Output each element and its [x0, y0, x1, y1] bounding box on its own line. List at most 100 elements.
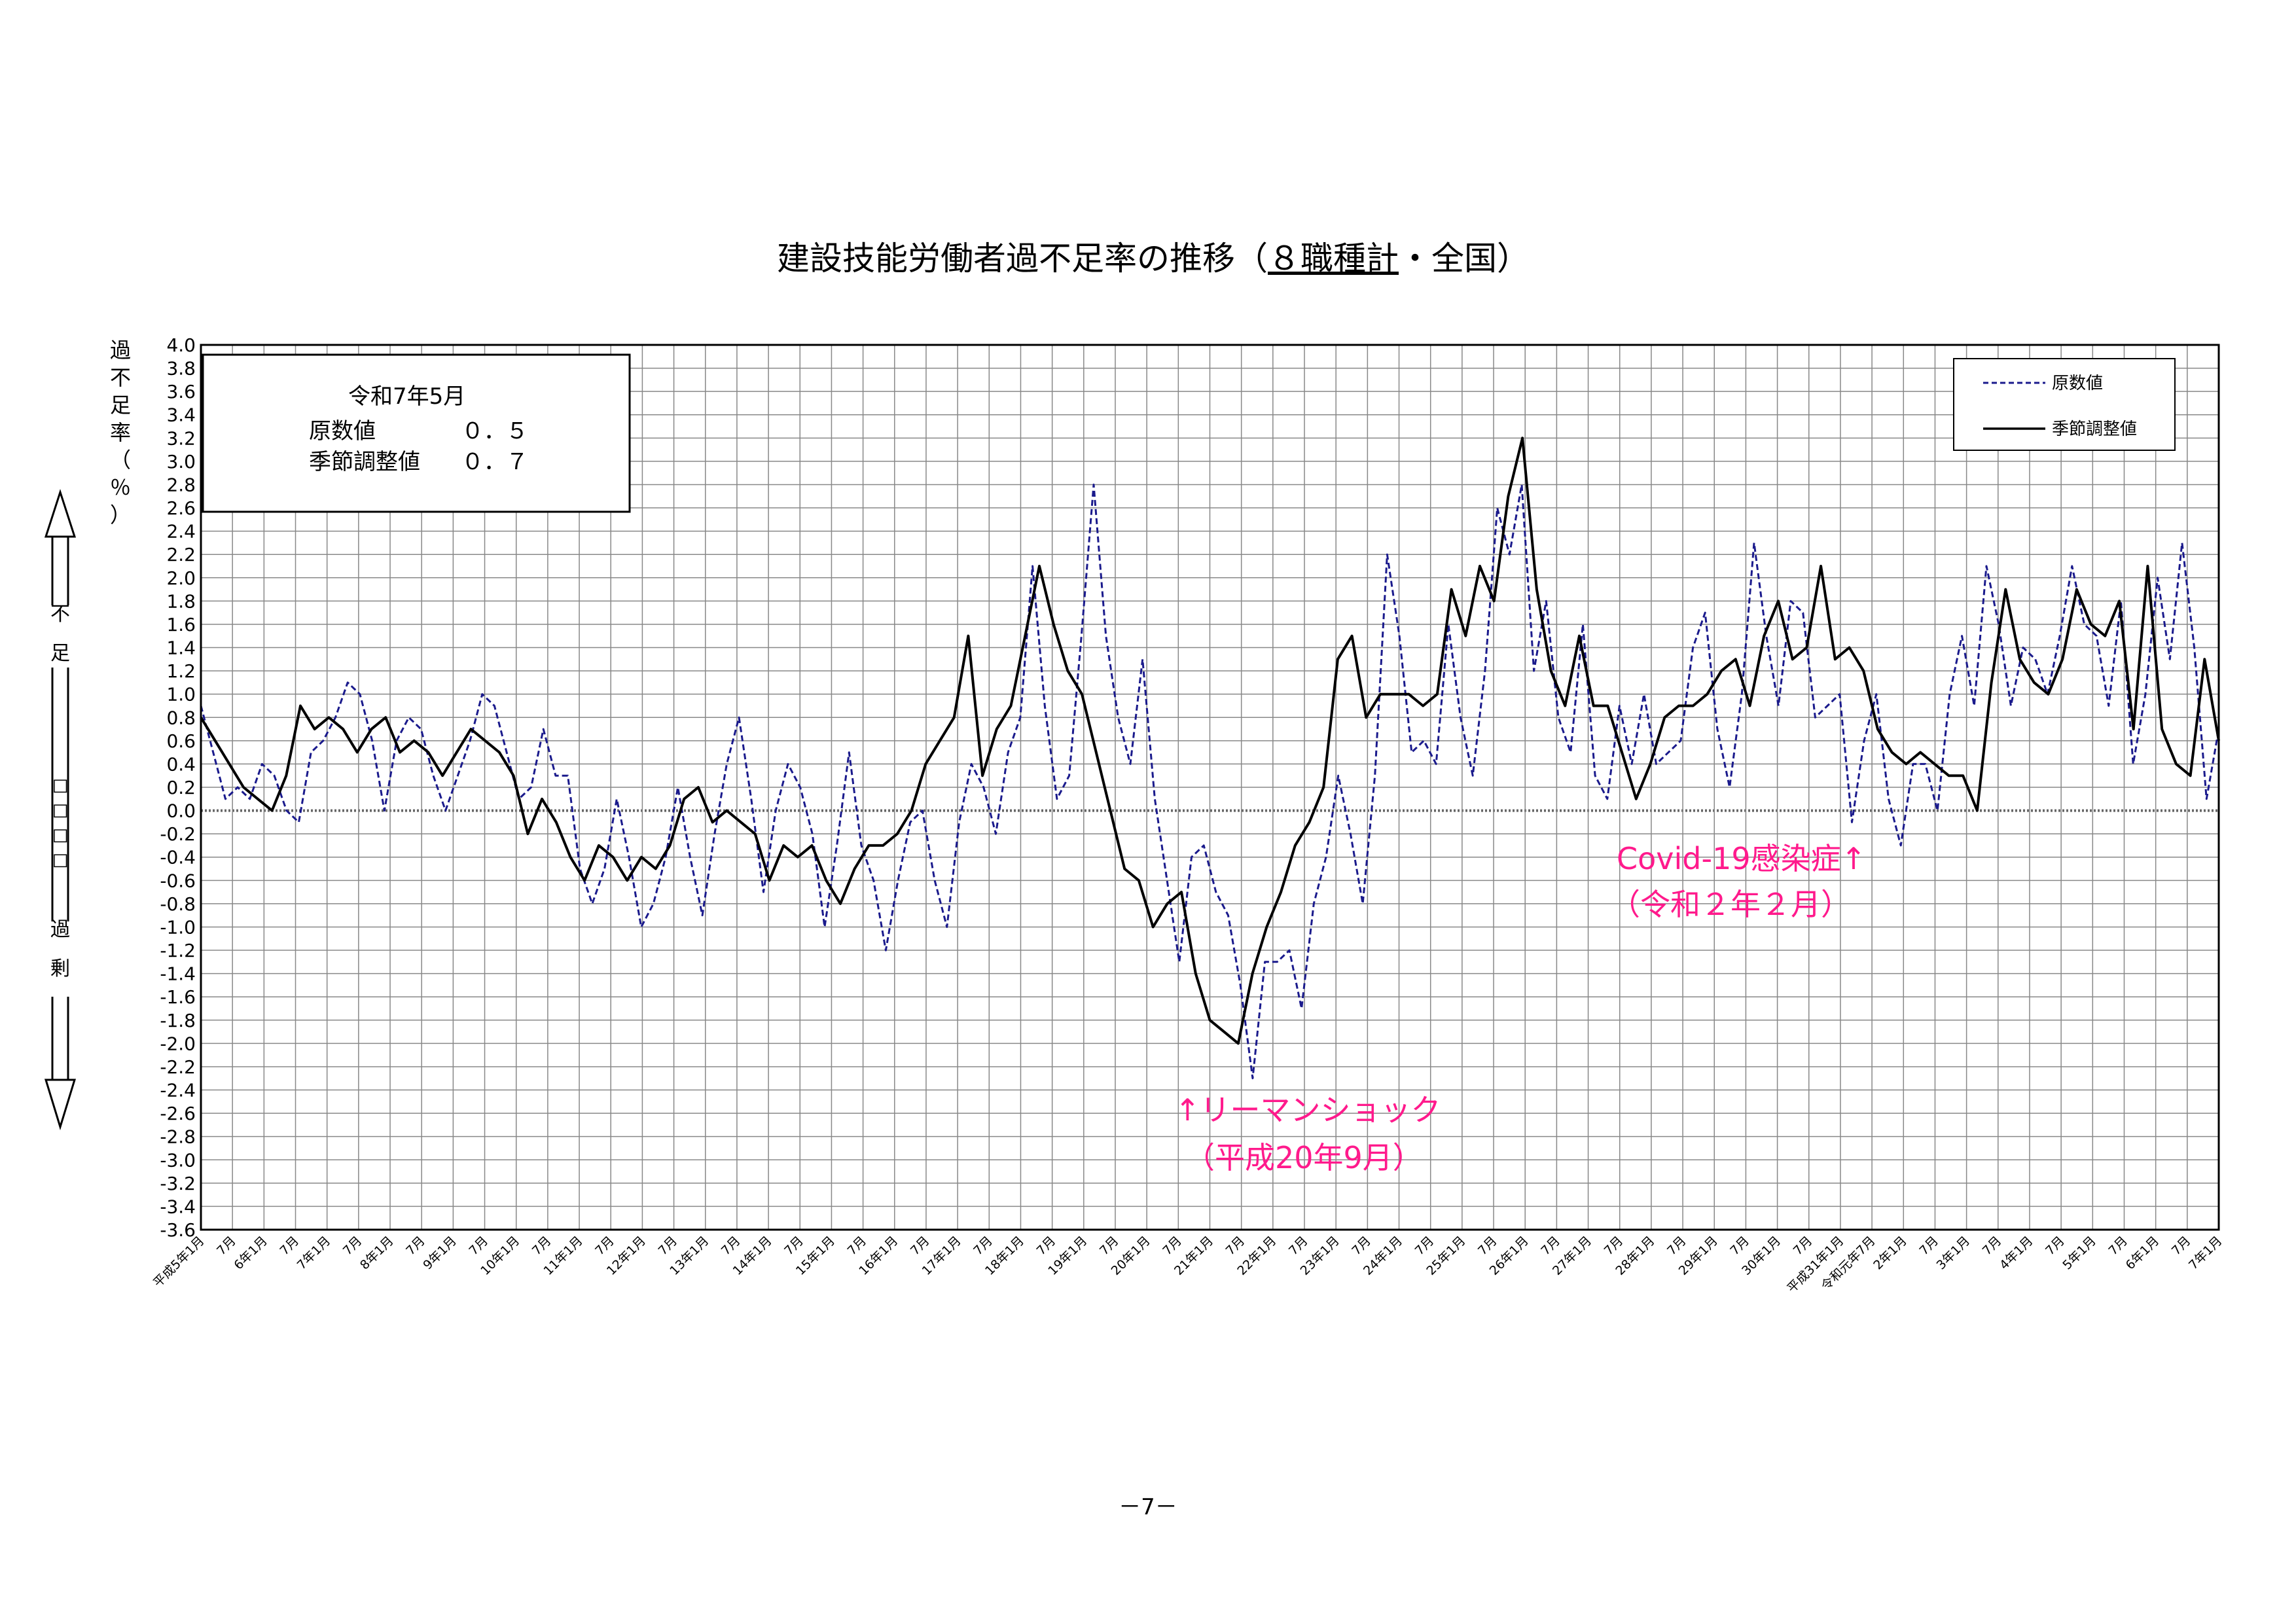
y-tick-labels: -3.6-3.4-3.2-3.0-2.8-2.6-2.4-2.2-2.0-1.8…	[160, 334, 196, 1241]
y-tick-label: -3.2	[160, 1173, 196, 1194]
y-tick-label: -0.2	[160, 823, 196, 845]
y-tick-label: 2.6	[166, 497, 196, 519]
info-box-period: 令和7年5月	[348, 383, 465, 410]
y-tick-label: -1.0	[160, 916, 196, 938]
x-tick-label: 7年1月	[295, 1234, 334, 1273]
y-tick-label: 3.8	[166, 358, 196, 380]
x-tick-label: 7月	[845, 1234, 870, 1258]
legend-raw-label: 原数値	[2052, 374, 2103, 393]
x-tick-label: 7月	[1160, 1234, 1185, 1258]
x-tick-label: 5年1月	[2060, 1234, 2099, 1273]
x-tick-label: 7月	[1602, 1234, 1626, 1258]
series-layer	[200, 437, 2220, 1080]
x-tick-label: 7月	[781, 1234, 806, 1258]
x-tick-label: 7月	[1097, 1234, 1122, 1258]
y-tick-label: -0.6	[160, 870, 196, 891]
legend-sa-label: 季節調整値	[2052, 419, 2137, 439]
y-tick-label: -2.2	[160, 1056, 196, 1078]
y-tick-label: -1.2	[160, 940, 196, 961]
x-tick-label: 7月	[1664, 1234, 1689, 1258]
y-tick-label: 4.0	[166, 334, 196, 356]
annotation-lehman-line1: ↑リーマンショック	[1175, 1092, 1441, 1128]
info-box-raw-value: ０．５	[461, 418, 528, 444]
x-tick-label: 6年1月	[231, 1234, 270, 1273]
x-tick-label: 9年1月	[420, 1234, 459, 1273]
annotation-covid-line1: Covid-19感染症↑	[1617, 841, 1866, 876]
x-tick-label: 7月	[467, 1234, 492, 1258]
y-tick-label: 3.0	[166, 451, 196, 473]
x-tick-label: 7月	[340, 1234, 365, 1258]
x-tick-label: 7月	[1412, 1234, 1437, 1258]
info-box: 令和7年5月 原数値 ０．５ 季節調整値 ０．７	[202, 353, 631, 513]
y-tick-label: 0.8	[166, 707, 196, 728]
y-tick-label: -2.8	[160, 1126, 196, 1148]
x-tick-label: 7月	[2106, 1234, 2130, 1258]
plot-frame	[200, 344, 2220, 1231]
y-tick-label: 3.2	[166, 427, 196, 449]
x-tick-label: 7月	[1286, 1234, 1311, 1258]
y-tick-label: 2.0	[166, 567, 196, 589]
y-tick-label: -2.4	[160, 1080, 196, 1101]
y-tick-label: 0.2	[166, 777, 196, 798]
x-tick-label: 7月	[1538, 1234, 1563, 1258]
y-tick-label: -3.0	[160, 1149, 196, 1171]
chart-title-suffix: ・全国）	[1399, 240, 1530, 277]
x-tick-label: 7月	[1349, 1234, 1374, 1258]
y-tick-label: 0.4	[166, 753, 196, 775]
x-tick-label: 7年1月	[2186, 1234, 2225, 1273]
y-tick-label: 0.6	[166, 730, 196, 752]
y-tick-label: 3.6	[166, 381, 196, 402]
y-tick-label: -1.4	[160, 963, 196, 985]
annotation-lehman-line2: （平成20年9月）	[1185, 1140, 1423, 1175]
y-axis-label-char: ）	[110, 503, 131, 527]
y-tick-label: -3.4	[160, 1196, 196, 1217]
x-tick-label: 7月	[403, 1234, 428, 1258]
y-tick-label: -1.8	[160, 1010, 196, 1031]
y-tick-label: -0.4	[160, 847, 196, 868]
shortage-surplus-arrow: 不足 □ □ □ □ 過剰	[44, 489, 77, 1131]
x-tick-label: 7月	[214, 1234, 239, 1258]
side-label-mid: □ □ □ □	[52, 776, 69, 870]
y-axis-label-char: 足	[110, 393, 131, 418]
x-tick-label: 7月	[719, 1234, 744, 1258]
chart-title-prefix: 建設技能労働者過不足率の推移（	[777, 240, 1268, 277]
info-box-sa-label: 季節調整値	[309, 449, 420, 475]
series-raw-line	[200, 484, 2220, 1080]
y-tick-label: 1.8	[166, 590, 196, 612]
x-tick-label: 7月	[1727, 1234, 1752, 1258]
page-number: －7－	[1119, 1494, 1177, 1520]
y-tick-label: 2.2	[166, 544, 196, 565]
y-tick-label: 1.4	[166, 637, 196, 659]
y-axis-label-char: 率	[110, 420, 131, 445]
chart-title: 建設技能労働者過不足率の推移（８職種計・全国）	[777, 240, 1530, 277]
x-tick-label: 7月	[2169, 1234, 2194, 1258]
info-box-raw-label: 原数値	[309, 418, 376, 444]
x-tick-label: 7月	[1916, 1234, 1941, 1258]
y-tick-label: 0.0	[166, 800, 196, 822]
x-tick-label: 7月	[2043, 1234, 2068, 1258]
x-tick-label: 7月	[278, 1234, 302, 1258]
x-tick-label: 7月	[1034, 1234, 1059, 1258]
x-tick-label: 7月	[529, 1234, 554, 1258]
y-tick-label: -0.8	[160, 893, 196, 915]
x-tick-label: 6年1月	[2123, 1234, 2162, 1273]
series-seasonal-line	[200, 437, 2220, 1045]
legend: 原数値 季節調整値	[1953, 358, 2176, 451]
y-tick-label: -3.6	[160, 1219, 196, 1241]
x-tick-label: 7月	[1475, 1234, 1500, 1258]
side-label-shortage: 不足	[50, 603, 70, 665]
x-tick-label: 7月	[971, 1234, 996, 1258]
x-tick-label: 平成5年1月	[151, 1234, 207, 1290]
x-tick-label: 7月	[592, 1234, 617, 1258]
x-tick-label: 4年1月	[1997, 1234, 2036, 1273]
y-tick-label: 3.4	[166, 404, 196, 426]
x-tick-label: 7月	[1980, 1234, 2005, 1258]
y-axis-label-char: ％	[110, 475, 131, 500]
chart-title-underlined: ８職種計	[1268, 240, 1399, 277]
annotation-covid-line2: （令和２年２月）	[1610, 887, 1851, 922]
x-tick-label: 3年1月	[1934, 1234, 1973, 1273]
y-tick-label: 1.6	[166, 614, 196, 635]
x-tick-label: 7月	[1223, 1234, 1248, 1258]
